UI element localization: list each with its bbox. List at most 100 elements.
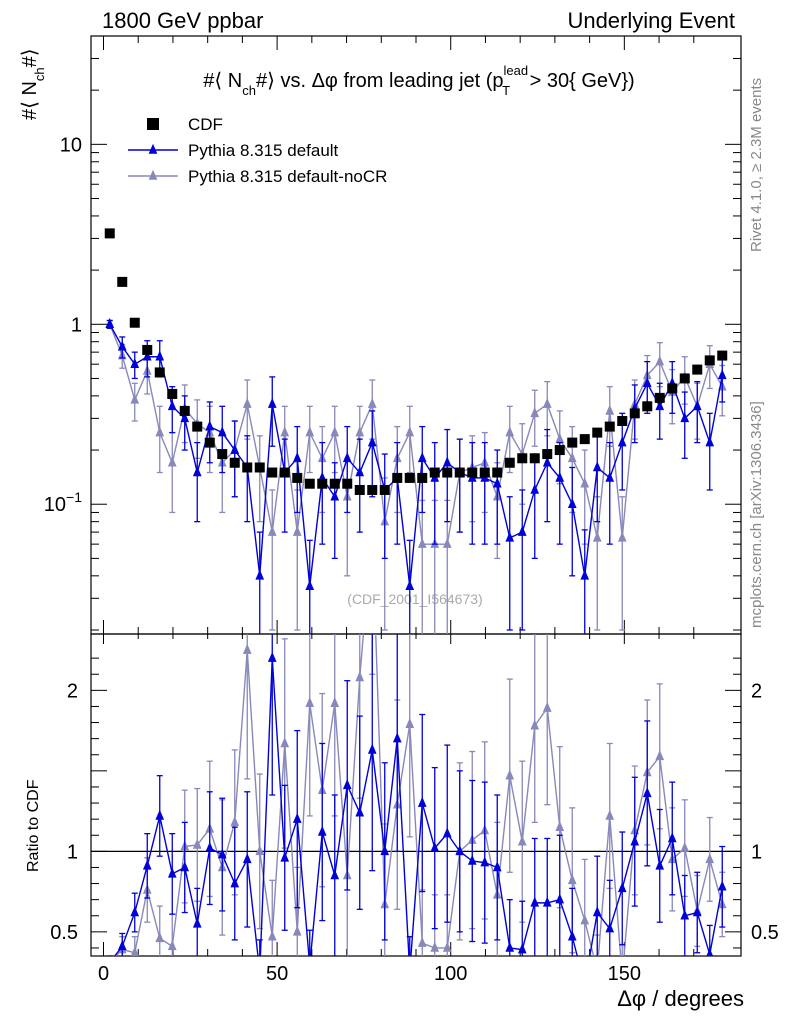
data-point xyxy=(642,376,652,388)
data-point xyxy=(555,432,565,443)
ratio-point xyxy=(680,909,690,920)
ratio-point xyxy=(517,835,527,846)
ratio-point xyxy=(706,948,714,956)
data-point xyxy=(605,471,615,482)
ratio-tick-label-left: 0.5 xyxy=(50,922,78,944)
cdf-point xyxy=(717,350,728,361)
data-point xyxy=(717,369,727,380)
data-point xyxy=(417,451,427,463)
y-tick-label: 1 xyxy=(71,314,82,336)
data-point xyxy=(530,407,540,418)
cdf-point xyxy=(142,344,153,355)
cdf-point xyxy=(354,484,365,495)
ratio-point xyxy=(217,848,227,859)
cdf-point xyxy=(442,467,453,478)
ratio-point xyxy=(517,943,527,954)
y-tick-label: 10 xyxy=(60,134,82,156)
cdf-point xyxy=(129,317,140,328)
data-point xyxy=(267,397,277,408)
title-sub-ch: ch xyxy=(242,83,256,98)
x-tick-label: 0 xyxy=(98,963,109,985)
cdf-point xyxy=(392,472,403,483)
data-point xyxy=(542,397,552,408)
data-point xyxy=(405,579,415,591)
ratio-tick-label-right: 0.5 xyxy=(751,922,779,944)
data-point xyxy=(342,451,352,463)
ratio-point xyxy=(642,787,652,798)
data-point xyxy=(130,357,140,368)
ratio-point xyxy=(617,882,627,893)
legend-marker-cdf xyxy=(147,118,159,130)
ratio-point xyxy=(567,930,577,941)
data-point xyxy=(367,397,377,408)
data-point xyxy=(442,456,452,467)
ratio-point xyxy=(405,717,415,728)
cdf-point xyxy=(317,478,328,489)
ratio-point xyxy=(655,859,665,870)
cdf-point xyxy=(554,445,565,456)
ratio-point xyxy=(142,859,152,870)
ratio-point xyxy=(455,845,465,856)
data-point xyxy=(592,461,602,472)
ratio-point xyxy=(705,853,715,864)
data-point xyxy=(155,426,165,437)
cdf-point xyxy=(529,453,540,464)
ratio-tick-label-left: 2 xyxy=(67,680,78,702)
data-point xyxy=(705,436,715,447)
ratio-point xyxy=(130,946,139,956)
data-point xyxy=(442,537,452,548)
ratio-point xyxy=(530,896,540,907)
cdf-point xyxy=(592,427,603,438)
ratio-point xyxy=(267,651,277,662)
ratio-point xyxy=(330,869,340,880)
cdf-point xyxy=(604,421,615,432)
cdf-point xyxy=(117,276,128,287)
ratio-point xyxy=(117,940,127,951)
chart-title: #⟨ Nch#⟩ vs. Δφ from leading jet (plead T… xyxy=(203,63,634,98)
ratio-point xyxy=(717,880,727,891)
ratio-point xyxy=(355,671,365,682)
cdf-point xyxy=(329,478,340,489)
data-point xyxy=(292,451,302,463)
data-point xyxy=(505,531,515,542)
data-point xyxy=(280,426,290,437)
ratio-point xyxy=(292,925,302,936)
data-point xyxy=(567,451,577,463)
cdf-point xyxy=(704,355,715,366)
data-point xyxy=(117,340,127,351)
cdf-point xyxy=(667,383,678,394)
ratio-point xyxy=(555,893,565,904)
ratio-point xyxy=(505,941,515,952)
ratio-point xyxy=(417,796,427,807)
ylabel-sub: ch xyxy=(32,67,47,81)
y-tick-label-base: 10 xyxy=(44,494,66,516)
ylabel-post: #⟩ xyxy=(19,48,41,67)
ratio-point xyxy=(567,874,577,885)
data-point xyxy=(267,525,277,536)
data-point xyxy=(605,404,615,415)
ratio-point xyxy=(230,877,240,888)
series-cdf xyxy=(104,228,728,495)
ratio-point xyxy=(580,979,589,989)
ratio-point xyxy=(593,964,602,974)
ratio-point xyxy=(330,696,340,708)
data-point xyxy=(105,317,115,329)
ratio-point xyxy=(492,861,502,872)
cdf-point xyxy=(192,421,203,432)
data-point xyxy=(655,355,665,366)
cdf-point xyxy=(304,478,315,489)
ratio-point xyxy=(267,930,277,941)
cdf-point xyxy=(567,437,578,448)
legend-marker-triangle xyxy=(148,143,158,154)
cdf-point xyxy=(492,467,503,478)
cdf-point xyxy=(654,392,665,403)
x-axis-label: Δφ / degrees xyxy=(617,986,744,1011)
data-point xyxy=(517,525,527,536)
cdf-point xyxy=(629,408,640,419)
data-point xyxy=(505,426,515,437)
data-point xyxy=(355,426,365,437)
ratio-point xyxy=(242,853,252,864)
ratio-point xyxy=(630,835,640,846)
ratio-point xyxy=(417,936,427,947)
